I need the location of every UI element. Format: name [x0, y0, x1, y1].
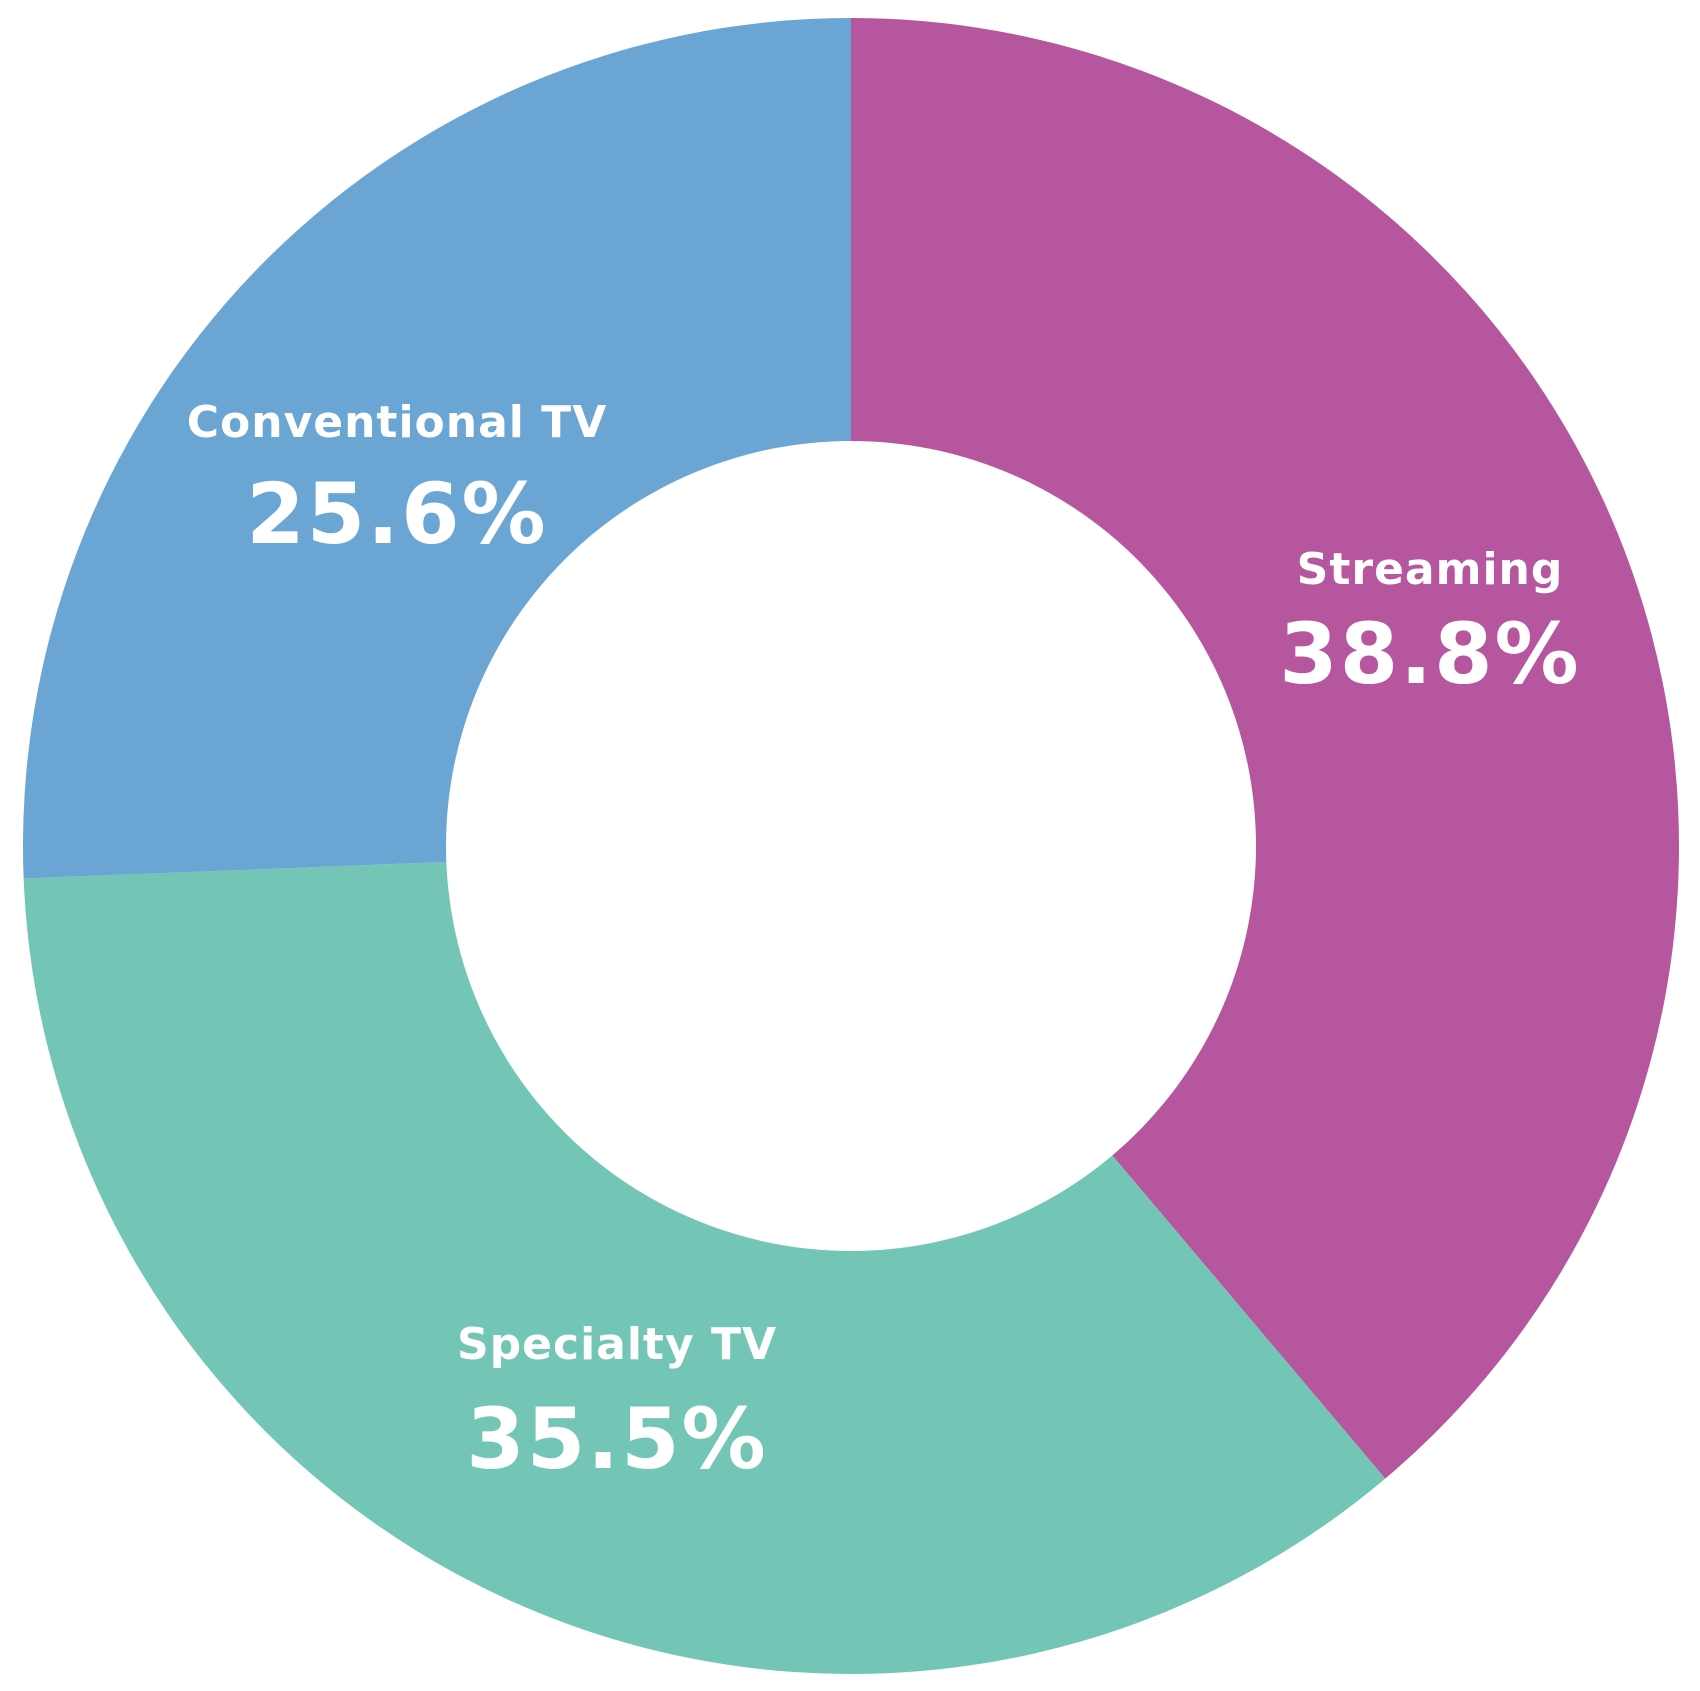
slice-value-streaming: 38.8%: [1279, 605, 1580, 703]
slice-value-specialty-tv: 35.5%: [466, 1390, 767, 1488]
slice-streaming: [851, 18, 1679, 1479]
donut-labels: Streaming 38.8% Specialty TV 35.5% Conve…: [187, 397, 1580, 1488]
slice-label-specialty-tv: Specialty TV: [457, 1319, 777, 1370]
slice-label-conventional-tv: Conventional TV: [187, 397, 608, 448]
slice-value-conventional-tv: 25.6%: [246, 465, 547, 563]
donut-hole: [446, 441, 1256, 1251]
slice-specialty-tv: [23, 846, 1386, 1674]
slice-label-streaming: Streaming: [1297, 544, 1564, 595]
